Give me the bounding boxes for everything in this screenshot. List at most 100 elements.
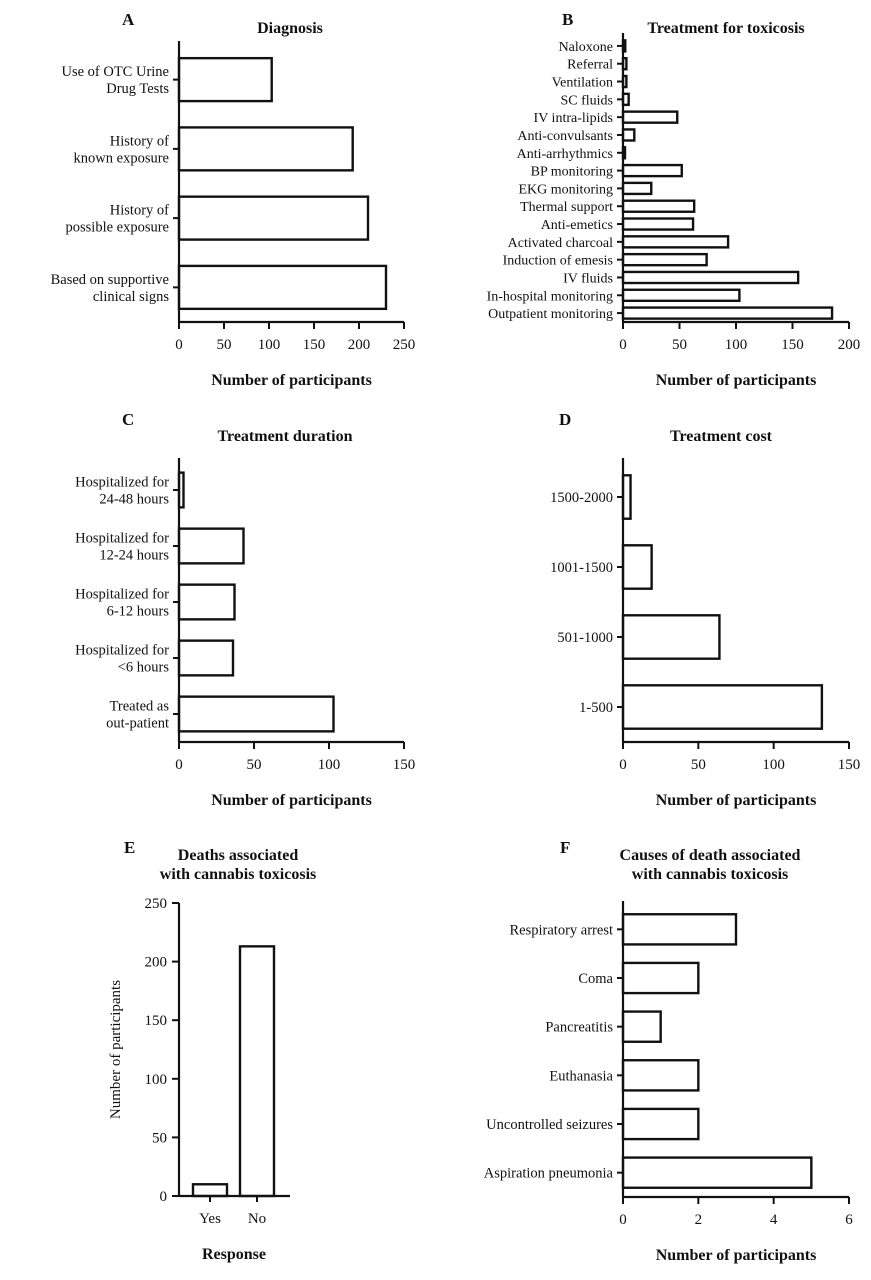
bar [177, 195, 370, 241]
y-tick-label: 150 [145, 1013, 168, 1029]
panel-f: F Causes of death associated with cannab… [436, 820, 871, 1280]
y-tick-label: 0 [160, 1189, 168, 1205]
x-tick-label: 50 [672, 337, 687, 353]
category-label: History of known exposure [74, 133, 170, 166]
bar [621, 1107, 700, 1141]
panel-d: D Treatment cost 1500-2000 1001-1500 501-1… [436, 400, 871, 820]
bar [191, 1183, 229, 1198]
bar [621, 235, 730, 249]
category-label: IV fluids [563, 271, 613, 286]
category-label: Based on supportive clinical signs [51, 272, 170, 305]
x-axis-title: Number of participants [656, 1247, 817, 1264]
chart-svg: Hospitalized for 24-48 hours Hospitalized … [75, 458, 416, 809]
bar [621, 614, 721, 660]
bar [621, 913, 738, 946]
category-label: Induction of emesis [503, 254, 613, 269]
chart-svg: 1500-2000 1001-1500 501-1000 1-500 0 50 100 150… [550, 458, 861, 809]
category-label: Uncontrolled seizures [486, 1117, 613, 1133]
y-axis-title: Number of participants [108, 980, 124, 1119]
category-label: 1-500 [579, 700, 613, 716]
x-tick-label: 0 [175, 757, 183, 773]
category-label: Referral [567, 58, 613, 73]
bar [621, 1059, 700, 1092]
panel-letter: D [559, 410, 572, 429]
category-label: Hospitalized for 24-48 hours [75, 475, 169, 508]
x-tick-label: 100 [762, 757, 785, 773]
x-tick-label: 150 [303, 337, 326, 353]
bar [177, 583, 236, 621]
chart-svg: Yes No 0 50 100 150 200 250 Number of participan… [108, 896, 290, 1263]
x-tick-label: 100 [318, 757, 341, 773]
category-label: Hospitalized for 6-12 hours [75, 587, 169, 620]
category-label: Use of OTC Urine Drug Tests [61, 64, 169, 97]
panel-letter: A [122, 10, 135, 29]
x-tick-label: 0 [619, 337, 627, 353]
category-label: Coma [578, 971, 613, 987]
x-tick-label: 2 [695, 1212, 703, 1228]
y-tick-label: 250 [145, 896, 168, 912]
x-tick-label: 150 [838, 757, 861, 773]
category-label: Respiratory arrest [510, 922, 613, 938]
category-label: Anti-emetics [541, 218, 613, 233]
panel-letter: B [562, 10, 574, 29]
x-tick-label: 0 [619, 1212, 627, 1228]
x-tick-label: 0 [175, 337, 183, 353]
panel-letter: C [122, 410, 135, 429]
chart-title: Deaths associated with cannabis toxicosi… [159, 847, 317, 883]
bar [177, 527, 245, 565]
bar [621, 684, 824, 730]
category-label: BP monitoring [531, 165, 613, 180]
panel-b: B Treatment for toxicosis Naloxone Referr… [436, 0, 871, 400]
category-label: Thermal support [520, 200, 613, 215]
category-label: 1001-1500 [550, 560, 613, 576]
category-label: History of possible exposure [66, 203, 170, 236]
x-tick-label: 50 [217, 337, 232, 353]
category-label: Aspiration pneumonia [484, 1166, 614, 1182]
category-label: Treated as out-patient [106, 699, 169, 732]
bar [621, 306, 834, 320]
category-label: IV intra-lipids [534, 111, 613, 126]
y-tick-label: 100 [145, 1072, 168, 1088]
category-label: In-hospital monitoring [487, 289, 613, 304]
bar [177, 56, 273, 103]
bar [621, 128, 636, 142]
x-axis-title: Number of participants [211, 372, 372, 389]
x-tick-label: 4 [770, 1212, 778, 1228]
category-label: Activated charcoal [508, 236, 613, 251]
bar [621, 270, 800, 285]
category-label: SC fluids [560, 93, 613, 108]
x-tick-label: 250 [393, 337, 416, 353]
bar [238, 945, 276, 1198]
x-tick-label: 100 [258, 337, 281, 353]
bar [621, 110, 679, 124]
panel-c: C Treatment duration Hospitalized for 24-… [0, 400, 436, 820]
bar [621, 163, 683, 178]
panel-letter: F [560, 838, 571, 857]
bar [621, 1156, 813, 1189]
bar [621, 199, 696, 213]
chart-title: Diagnosis [257, 20, 323, 37]
x-tick-label: 200 [348, 337, 371, 353]
category-label: 501-1000 [557, 630, 613, 646]
y-tick-label: 200 [145, 955, 168, 971]
x-tick-label: 0 [619, 757, 627, 773]
bar [621, 217, 695, 231]
x-tick-label: 150 [393, 757, 416, 773]
bar [177, 695, 335, 733]
chart-svg: Naloxone Referral Ventilation SC fluids IV i… [487, 33, 860, 389]
x-tick-label: 100 [725, 337, 748, 353]
category-label: Anti-convulsants [517, 129, 613, 144]
x-tick-label: 50 [247, 757, 262, 773]
bar [621, 961, 700, 995]
x-tick-label: Yes [199, 1211, 221, 1227]
bar [621, 181, 653, 196]
category-label: 1500-2000 [550, 490, 613, 506]
category-label: EKG monitoring [519, 182, 614, 197]
bar [621, 288, 741, 303]
panel-e: E Deaths associated with cannabis toxico… [0, 820, 436, 1280]
panel-letter: E [124, 838, 136, 857]
bar [621, 544, 653, 590]
chart-title: Treatment cost [669, 428, 773, 445]
category-label: Outpatient monitoring [488, 307, 613, 322]
chart-title: Treatment duration [217, 428, 353, 445]
